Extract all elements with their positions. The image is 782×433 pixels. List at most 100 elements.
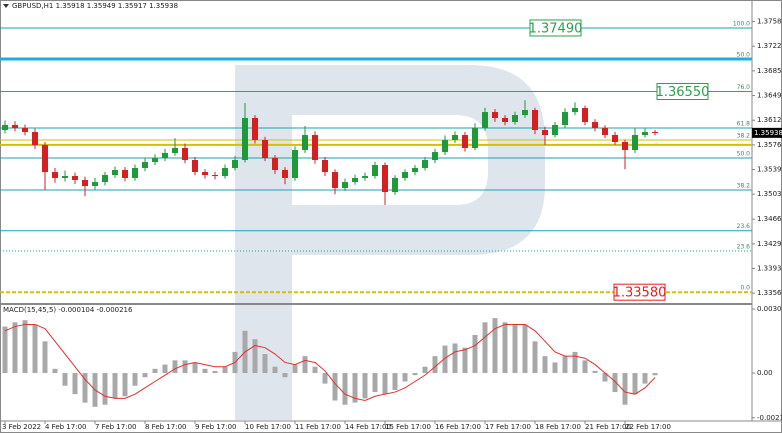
macd-bar	[552, 362, 558, 374]
candle-body	[592, 122, 598, 128]
level-label: 50.0	[737, 51, 751, 58]
chart-title: GBPUSD,H1 1.35918 1.35949 1.35917 1.3593…	[12, 2, 178, 10]
y-tick-label: 1.35760	[757, 141, 782, 149]
signal-line	[4, 323, 656, 402]
candle-body	[202, 172, 208, 176]
candle-body	[462, 135, 468, 148]
candle-body	[532, 110, 538, 131]
y-tick-label: 1.37220	[757, 42, 782, 50]
candle-body	[552, 125, 558, 136]
macd-bar	[32, 324, 38, 374]
macd-bar	[472, 335, 478, 374]
macd-bar	[322, 373, 328, 384]
macd-bar	[622, 373, 628, 405]
candle-body	[512, 115, 518, 123]
level-label: 61.8	[737, 120, 751, 127]
candle-body	[392, 177, 398, 193]
macd-title: MACD(15,45,5) -0.000104 -0.000216	[3, 306, 133, 314]
y-tick-label: 1.35395	[757, 166, 782, 174]
x-tick-label: 18 Feb 17:00	[535, 423, 581, 431]
level-label: 100.0	[733, 20, 750, 27]
price-box	[613, 283, 666, 301]
y-tick-label: 1.34660	[757, 215, 782, 223]
candle-body	[212, 175, 218, 177]
candle-body	[272, 157, 278, 171]
macd-bar	[102, 373, 108, 405]
candle-body	[412, 167, 418, 173]
y-tick-label: 1.36490	[757, 92, 782, 100]
y-tick-label: 1.37585	[757, 18, 782, 26]
x-tick-label: 4 Feb 17:00	[45, 423, 86, 431]
candle-body	[132, 167, 138, 178]
macd-bar	[282, 373, 288, 378]
candle-body	[602, 127, 608, 136]
macd-bar	[572, 351, 578, 374]
y-tick-label: 0.00	[757, 369, 773, 377]
candle-body	[62, 176, 68, 178]
level-label: 38.2	[737, 183, 751, 190]
x-tick-label: 17 Feb 17:00	[485, 423, 531, 431]
candle-body	[102, 175, 108, 183]
macd-bar	[122, 373, 128, 397]
current-price-box	[752, 127, 782, 138]
candle-body	[292, 150, 298, 178]
y-tick-label: -0.002118	[757, 414, 782, 422]
candle-body	[322, 160, 328, 173]
candle-body	[642, 132, 648, 136]
candle-body	[252, 117, 258, 141]
candle-body	[652, 132, 658, 134]
macd-bar	[432, 356, 438, 374]
macd-bar	[462, 347, 468, 374]
current-price-label: 1.35938	[754, 129, 782, 137]
macd-bar	[482, 322, 488, 374]
candle-body	[502, 117, 508, 123]
x-tick-label: 3 Feb 2022	[2, 423, 41, 431]
candle-body	[352, 177, 358, 183]
x-tick-label: 22 Feb 17:00	[625, 423, 671, 431]
macd-bar	[392, 373, 398, 390]
macd-bar	[132, 373, 138, 386]
macd-bar	[62, 373, 68, 386]
candle-body	[152, 157, 158, 163]
candle-body	[122, 170, 128, 178]
level-label: 38.2	[737, 133, 751, 140]
macd-bar	[582, 360, 588, 374]
candle-body	[172, 147, 178, 153]
macd-bar	[252, 339, 258, 374]
candle-body	[612, 135, 618, 143]
y-tick-label: 1.33565	[757, 289, 782, 297]
macd-bar	[642, 373, 648, 384]
candle-body	[562, 112, 568, 126]
macd-bar	[52, 368, 58, 374]
candle-body	[2, 125, 8, 131]
macd-bar	[602, 373, 608, 382]
macd-bar	[142, 373, 148, 378]
macd-bar	[342, 373, 348, 405]
macd-bar	[512, 324, 518, 374]
macd-bar	[12, 322, 18, 374]
candle-body	[162, 152, 168, 158]
macd-bar	[222, 366, 228, 374]
price-box-label: 1.36550	[656, 85, 710, 100]
macd-bar	[542, 356, 548, 374]
x-tick-label: 15 Feb 17:00	[385, 423, 431, 431]
macd-bar	[112, 373, 118, 399]
candle-body	[342, 182, 348, 188]
macd-bar	[652, 373, 658, 376]
watermark	[235, 65, 545, 420]
y-tick-label: 1.34295	[757, 240, 782, 248]
macd-bar	[262, 354, 268, 374]
level-label: 0.0	[740, 285, 750, 292]
candle-body	[222, 167, 228, 177]
candle-body	[282, 170, 288, 178]
candle-body	[542, 130, 548, 136]
candle-body	[622, 142, 628, 151]
candle-body	[382, 165, 388, 193]
candle-body	[232, 160, 238, 168]
candle-body	[42, 145, 48, 173]
macd-bar	[562, 356, 568, 374]
macd-bar	[522, 324, 528, 374]
macd-bar	[372, 373, 378, 393]
macd-bar	[42, 341, 48, 374]
